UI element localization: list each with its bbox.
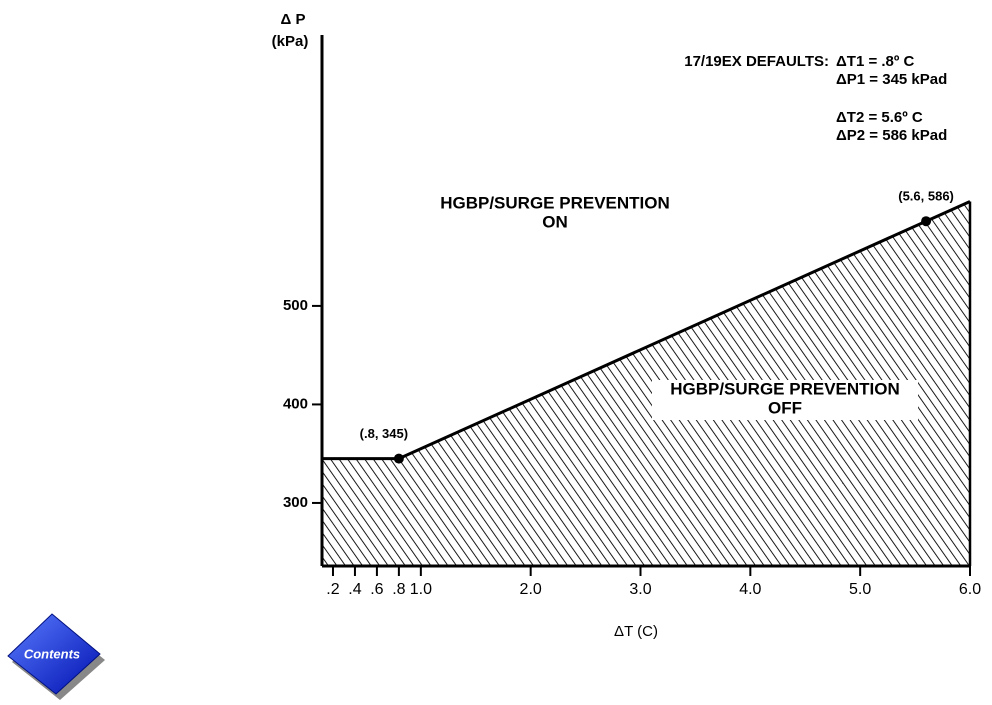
label-background <box>652 380 918 420</box>
region-label: ON <box>542 212 568 231</box>
button-face <box>7 613 101 695</box>
default-value: ΔT2 = 5.6º C <box>836 109 923 126</box>
boundary-line <box>322 200 971 461</box>
hatched-area <box>322 201 970 567</box>
y-tick-label: 500 <box>283 297 308 314</box>
y-tick-label: 300 <box>283 494 308 511</box>
x-tick-label: 2.0 <box>520 581 542 598</box>
y-axis-label: Δ P <box>281 11 306 28</box>
contents-button[interactable]: Contents <box>7 613 105 700</box>
x-tick-label: .2 <box>326 581 339 598</box>
x-tick-label: 3.0 <box>629 581 651 598</box>
region-label: HGBP/SURGE PREVENTION <box>440 193 670 212</box>
point-label: (.8, 345) <box>360 426 408 441</box>
plot: 300 400 500 .2 .4 .6 .8 1.0 2.0 3.0 4.0 5.0 6.0 (.8, … <box>283 35 981 598</box>
button-label: Contents <box>24 646 80 661</box>
defaults-title: 17/19EX DEFAULTS: <box>684 53 829 70</box>
x-tick-label: .8 <box>392 581 405 598</box>
x-tick-label: 4.0 <box>739 581 761 598</box>
default-value: ΔP1 = 345 kPad <box>836 71 947 88</box>
x-tick-label: 5.0 <box>849 581 871 598</box>
x-tick-label: .4 <box>348 581 361 598</box>
point <box>921 216 932 227</box>
x-tick-label: 6.0 <box>959 581 981 598</box>
point <box>393 453 404 464</box>
y-tick-label: 400 <box>283 395 308 412</box>
x-axis-label: ΔT (C) <box>614 623 658 640</box>
point-label: (5.6, 586) <box>898 189 954 204</box>
default-value: ΔP2 = 586 kPad <box>836 127 947 144</box>
y-axis-label: (kPa) <box>272 33 309 50</box>
region-label: HGBP/SURGE PREVENTION <box>670 379 900 398</box>
region-label: OFF <box>768 398 802 417</box>
x-tick-label: .6 <box>370 581 383 598</box>
x-tick-label: 1.0 <box>410 581 432 598</box>
default-value: ΔT1 = .8º C <box>836 53 915 70</box>
